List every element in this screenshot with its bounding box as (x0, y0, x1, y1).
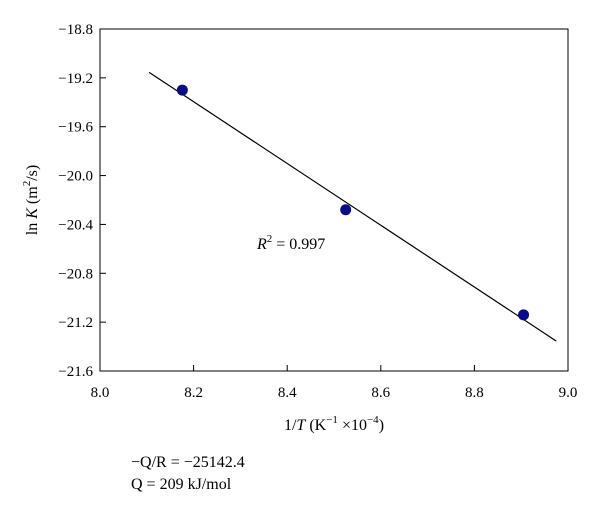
y-axis-title: ln K (m2/s) (21, 165, 41, 235)
regression-line (148, 71, 557, 342)
data-point (518, 309, 530, 321)
y-tick-label: −20.4 (58, 217, 93, 233)
fit-line-group (148, 71, 557, 342)
y-tick-label: −19.6 (58, 120, 93, 136)
x-tick-label: 8.2 (184, 385, 203, 401)
result-notes: −Q/R = −25142.4 Q = 209 kJ/mol (131, 452, 245, 496)
y-tick-label: −20.0 (58, 169, 93, 185)
activation-energy-note: Q = 209 kJ/mol (131, 476, 232, 493)
x-tick-label: 9.0 (559, 385, 578, 401)
q-over-r-note: −Q/R = −25142.4 (131, 454, 245, 471)
x-axis-title: 1/T (K−1 ×10−4) (284, 414, 384, 434)
r-squared-annotation: R2 = 0.997 (256, 233, 325, 253)
x-tick-label: 8.6 (371, 385, 390, 401)
y-tick-label: −18.8 (58, 22, 93, 38)
data-points (176, 84, 530, 321)
data-point (340, 204, 352, 216)
y-tick-label: −20.8 (58, 266, 93, 282)
y-tick-label: −21.2 (58, 315, 93, 331)
plot-frame (99, 28, 569, 372)
x-tick-label: 8.8 (465, 385, 484, 401)
y-tick-label: −21.6 (58, 364, 93, 380)
x-tick-label: 8.0 (91, 385, 110, 401)
y-tick-label: −19.2 (58, 71, 93, 87)
x-tick-label: 8.4 (278, 385, 297, 401)
axis-ticks: 8.0 8.2 8.4 8.6 8.8 9.0 −18.8 −19.2 −19.6 −20.0 −2… (58, 22, 577, 401)
data-point (176, 84, 188, 96)
